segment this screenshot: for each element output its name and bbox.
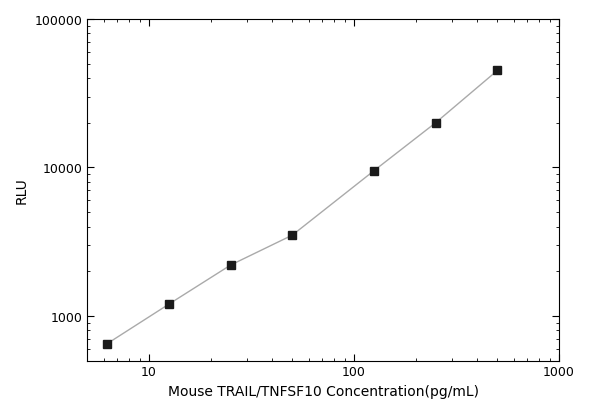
Y-axis label: RLU: RLU [15,177,29,204]
X-axis label: Mouse TRAIL/TNFSF10 Concentration(pg/mL): Mouse TRAIL/TNFSF10 Concentration(pg/mL) [168,384,478,398]
